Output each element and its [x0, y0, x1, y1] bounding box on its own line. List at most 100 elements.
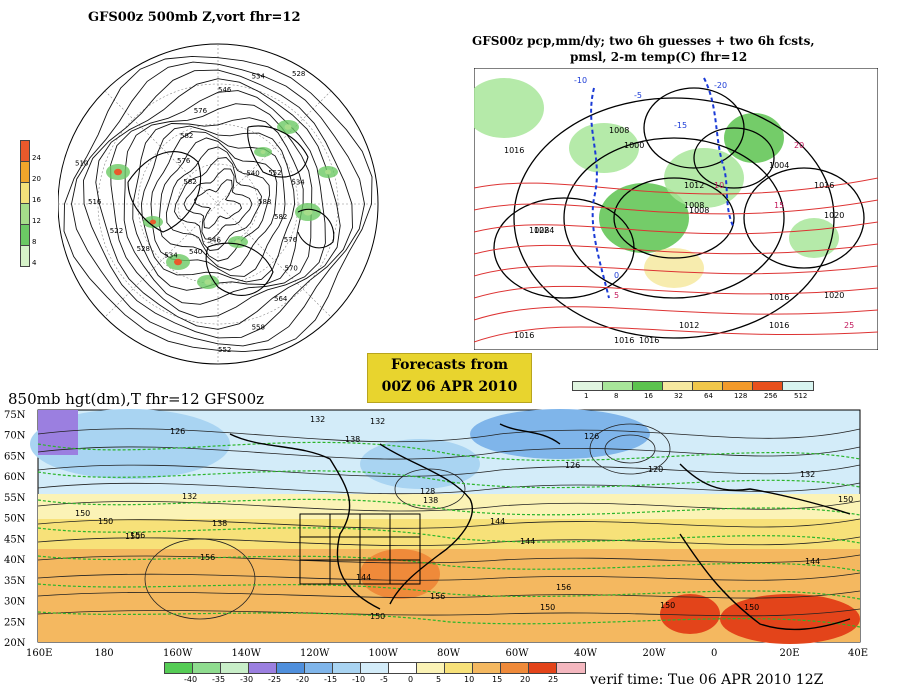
contour-label: 546	[208, 237, 222, 245]
contour-label: 576	[284, 236, 298, 244]
lat-tick-label: 40N	[4, 555, 26, 566]
lat-tick-label: 20N	[4, 638, 26, 649]
isobar-label: 1012	[684, 181, 704, 190]
height-label: 156	[130, 531, 145, 540]
panel-850mb-title: 850mb hgt(dm),T fhr=12 GFS00z	[8, 390, 265, 408]
temp-scale-label: -40	[184, 675, 198, 684]
lat-tick-label: 65N	[4, 452, 26, 463]
height-label: 132	[310, 415, 325, 424]
contour-label: 564	[274, 295, 288, 303]
polar-500mb-map: 5885825765705645585525465405345285225165…	[58, 43, 379, 365]
temp-scale-swatch	[528, 662, 558, 674]
contour-label: 576	[194, 107, 208, 115]
contour-label: 558	[252, 324, 265, 332]
temp-scale-swatch	[472, 662, 502, 674]
lon-tick-label: 120W	[300, 648, 330, 658]
height-label: 126	[565, 461, 580, 470]
temp-scale-swatch	[220, 662, 250, 674]
temp-scale-swatch	[388, 662, 418, 674]
lat-tick-label: 30N	[4, 597, 26, 608]
temp-scale-label: 10	[464, 675, 475, 684]
lon-tick-label: 160E	[26, 648, 52, 658]
temp-label: 15	[774, 201, 784, 210]
precip-scale-swatch	[632, 381, 664, 391]
isobar-label: 1016	[814, 181, 834, 190]
height-label: 150	[125, 532, 140, 541]
temp-scale-swatch	[416, 662, 446, 674]
height-label: 144	[805, 557, 820, 566]
temp-scale-label: 5	[436, 675, 442, 684]
contour-label: 540	[246, 170, 259, 178]
lon-tick-label: 40E	[848, 648, 868, 658]
vort-scale-label: 4	[32, 259, 37, 267]
isobar-label: 1016	[504, 146, 524, 155]
precip-scale-swatch	[602, 381, 634, 391]
banner-line1: Forecasts from	[390, 357, 509, 373]
temp-scale-swatch	[164, 662, 194, 674]
precip-scale-label: 64	[704, 392, 713, 400]
contour-label: 588	[258, 198, 271, 206]
isobar-label: 1016	[614, 336, 634, 345]
isobar-label: 1020	[824, 211, 844, 220]
lon-tick-label: 20W	[643, 648, 667, 658]
temp-scale-label: -10	[352, 675, 366, 684]
height-label: 150	[75, 509, 90, 518]
height-label: 150	[540, 603, 555, 612]
temp-scale-swatch	[444, 662, 474, 674]
isobar-label: 1020	[824, 291, 844, 300]
height-label: 144	[356, 573, 371, 582]
temp-scale-swatch	[276, 662, 306, 674]
temp-label: -5	[634, 91, 642, 100]
precip-scale-swatch	[782, 381, 814, 391]
height-label: 138	[345, 435, 360, 444]
vort-scale-swatch	[20, 140, 30, 162]
temp-label: -15	[674, 121, 687, 130]
temp-scale-label: -5	[380, 675, 388, 684]
vort-scale-swatch	[20, 224, 30, 246]
precip-scale-label: 256	[764, 392, 778, 400]
isobar-label: 1016	[769, 293, 789, 302]
height-label: 156	[200, 553, 215, 562]
lon-tick-label: 140W	[232, 648, 262, 658]
temp-label: 25	[844, 321, 854, 330]
height-label: 138	[423, 496, 438, 505]
precip-scale-swatch	[572, 381, 604, 391]
lon-tick-label: 80W	[437, 648, 461, 658]
precip-scale-label: 16	[644, 392, 653, 400]
precip-scale-label: 512	[794, 392, 808, 400]
precip-scale-label: 1	[584, 392, 589, 400]
temp-scale-swatch	[556, 662, 586, 674]
lat-tick-label: 45N	[4, 534, 26, 545]
vort-scale-swatch	[20, 161, 30, 183]
lon-tick-label: 100W	[369, 648, 399, 658]
height-label: 126	[584, 432, 599, 441]
panel-500mb-title: GFS00z 500mb Z,vort fhr=12	[88, 10, 301, 25]
lat-tick-label: 70N	[4, 431, 26, 442]
temp-scale-label: 0	[408, 675, 414, 684]
height-label: 132	[182, 492, 197, 501]
temp-label: 0	[614, 271, 619, 280]
vort-scale-swatch	[20, 182, 30, 204]
temp-scale-swatch	[304, 662, 334, 674]
precip-scale-label: 32	[674, 392, 683, 400]
temp-scale-label: -35	[212, 675, 226, 684]
height-label: 156	[556, 583, 571, 592]
isobar-label: 1008	[684, 201, 704, 210]
temp-label: -10	[574, 76, 587, 85]
precip-scale-swatch	[692, 381, 724, 391]
height-label: 150	[660, 601, 675, 610]
temp-scale-swatch	[332, 662, 362, 674]
vort-scale-label: 12	[32, 217, 41, 225]
contour-label: 522	[110, 227, 123, 235]
panel-precip-title-line2: pmsl, 2-m temp(C) fhr=12	[570, 50, 748, 64]
temp-scale-label: -15	[324, 675, 338, 684]
height-label: 144	[490, 517, 505, 526]
lat-tick-label: 35N	[4, 576, 26, 587]
temp-scale-label: -25	[268, 675, 282, 684]
isobar-label: 1008	[609, 126, 629, 135]
contour-label: 516	[88, 198, 102, 206]
contour-label: 582	[180, 132, 193, 140]
contour-label: 534	[291, 178, 305, 186]
panel-precip-title-line1: GFS00z pcp,mm/dy; two 6h guesses + two 6…	[472, 34, 815, 48]
temp-scale-label: 20	[520, 675, 531, 684]
